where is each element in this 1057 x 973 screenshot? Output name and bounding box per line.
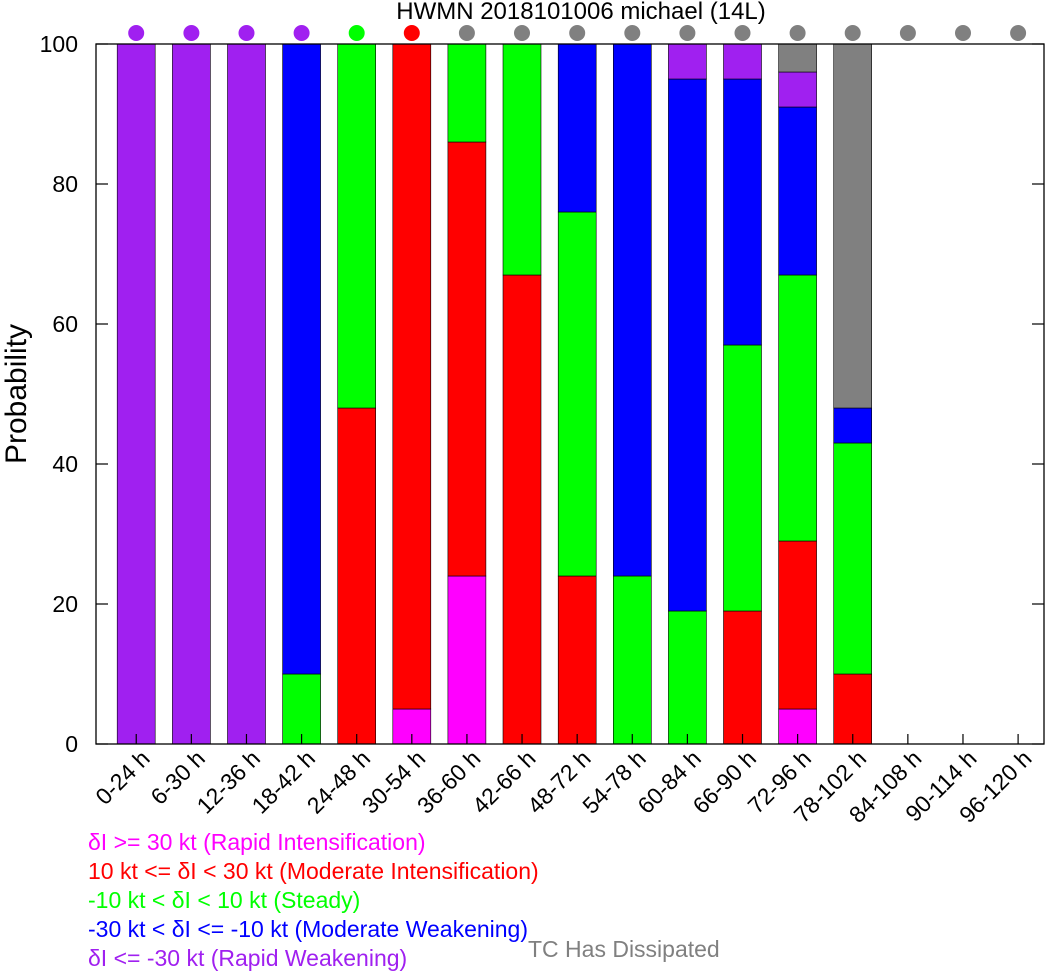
y-tick-label-80: 80 xyxy=(52,171,78,197)
status-dot-0 xyxy=(128,25,145,41)
status-dot-11 xyxy=(734,25,751,41)
bar-segment-st-6 xyxy=(447,43,487,143)
status-dot-1 xyxy=(183,25,200,41)
bar-segment-rw-10 xyxy=(668,43,707,80)
status-dot-9 xyxy=(624,25,641,41)
bar-segment-mw-8 xyxy=(557,43,597,213)
status-dot-14 xyxy=(899,25,916,41)
bar-segment-rw-12 xyxy=(778,71,817,108)
bar-segment-st-8 xyxy=(557,211,597,577)
status-dot-7 xyxy=(514,25,530,41)
y-tick-label-60: 60 xyxy=(52,311,78,337)
legend: δI >= 30 kt (Rapid Intensification) 10 k… xyxy=(88,828,539,973)
legend-entry-moderate-weakening: -30 kt < δI <= -10 kt (Moderate Weakenin… xyxy=(88,916,529,942)
bar-segment-ri-6 xyxy=(447,575,487,745)
bar-segment-st-4 xyxy=(337,43,377,409)
status-dot-16 xyxy=(1010,25,1027,41)
bar-segment-mw-11 xyxy=(723,78,762,346)
status-dot-12 xyxy=(789,25,806,41)
status-dot-5 xyxy=(403,25,420,41)
legend-entry-moderate-intensification: 10 kt <= δI < 30 kt (Moderate Intensific… xyxy=(88,858,539,884)
chart-title: HWMN 2018101006 michael (14L) xyxy=(396,0,766,25)
bar-segment-dis-13 xyxy=(833,43,873,409)
bar-segment-mi-6 xyxy=(447,141,487,577)
y-tick-label-100: 100 xyxy=(40,31,78,57)
bar-segment-st-9 xyxy=(612,575,652,745)
bar-segment-mi-8 xyxy=(557,575,597,745)
status-dot-10 xyxy=(679,25,696,41)
bar-segment-st-11 xyxy=(723,344,762,612)
y-tick-label-0: 0 xyxy=(65,731,78,757)
bar-segment-mw-10 xyxy=(668,78,707,612)
bar-segment-mi-5 xyxy=(392,43,432,710)
y-tick-label-40: 40 xyxy=(52,451,78,477)
legend-entry-rapid-intensification: δI >= 30 kt (Rapid Intensification) xyxy=(88,829,426,855)
status-dot-8 xyxy=(569,25,586,41)
bar-segment-mi-13 xyxy=(833,673,873,745)
legend-entry-dissipated: TC Has Dissipated xyxy=(528,936,720,962)
bar-segment-rw-1 xyxy=(172,43,211,745)
status-dot-4 xyxy=(348,25,365,41)
bar-segment-mi-7 xyxy=(502,274,542,745)
y-tick-label-20: 20 xyxy=(52,591,78,617)
bar-segment-mi-4 xyxy=(337,407,377,745)
status-dot-2 xyxy=(238,25,255,41)
bar-segment-mi-12 xyxy=(778,540,817,710)
legend-entry-rapid-weakening: δI <= -30 kt (Rapid Weakening) xyxy=(88,945,408,971)
bar-segment-st-7 xyxy=(502,43,542,276)
bar-segment-rw-11 xyxy=(723,43,762,80)
bar-segment-st-12 xyxy=(778,274,817,542)
bar-segment-st-3 xyxy=(282,673,321,745)
bar-segment-rw-0 xyxy=(116,43,156,745)
bar-segment-dis-12 xyxy=(778,43,817,73)
legend-entry-steady: -10 kt < δI < 10 kt (Steady) xyxy=(88,887,361,913)
status-dot-15 xyxy=(955,25,971,41)
status-dot-6 xyxy=(458,25,475,41)
y-axis-label: Probability xyxy=(0,324,33,464)
bar-segment-mw-3 xyxy=(282,43,321,675)
plot-frame xyxy=(95,43,1045,745)
status-dot-13 xyxy=(844,25,861,41)
bar-segment-mi-11 xyxy=(723,610,762,745)
x-tick-label-0: 0-24 h xyxy=(90,745,155,810)
status-dot-3 xyxy=(293,25,310,41)
bar-segment-st-10 xyxy=(668,610,707,745)
bar-segment-st-13 xyxy=(833,442,873,675)
bar-segment-rw-2 xyxy=(227,43,266,745)
bar-segment-mw-12 xyxy=(778,106,817,276)
bar-segment-mw-13 xyxy=(833,407,873,444)
bar-segment-mw-9 xyxy=(612,43,652,577)
